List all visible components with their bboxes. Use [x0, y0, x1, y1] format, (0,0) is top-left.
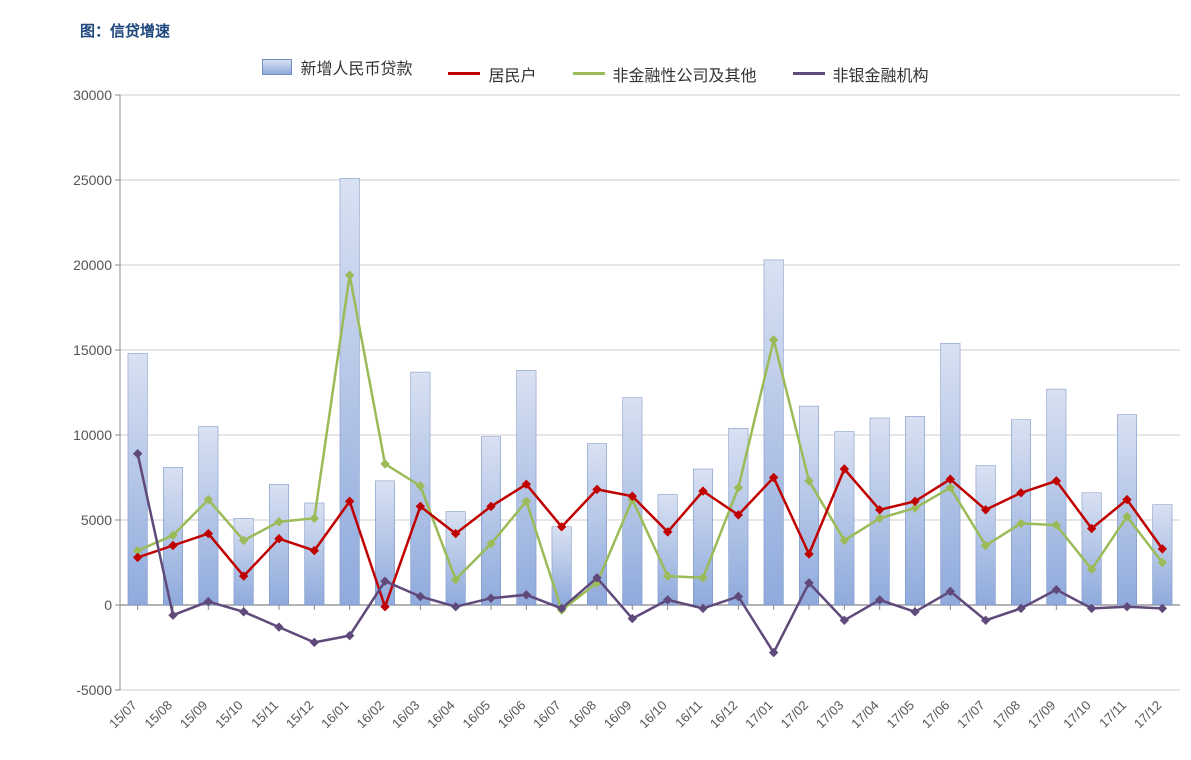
- svg-text:15/10: 15/10: [212, 698, 246, 732]
- data-bar: [764, 260, 783, 605]
- data-bar: [799, 406, 818, 605]
- line-nonbank-fin-marker: [1158, 604, 1166, 612]
- data-bar: [199, 427, 218, 606]
- svg-text:16/11: 16/11: [672, 698, 705, 731]
- svg-text:16/01: 16/01: [318, 698, 352, 732]
- svg-text:15/11: 15/11: [248, 698, 281, 731]
- svg-text:16/07: 16/07: [530, 698, 564, 732]
- data-bar: [1011, 420, 1030, 605]
- data-bar: [658, 495, 677, 606]
- legend-label: 新增人民币贷款: [300, 55, 412, 79]
- data-bar: [481, 437, 500, 605]
- svg-text:17/12: 17/12: [1131, 698, 1165, 732]
- svg-text:17/03: 17/03: [813, 698, 847, 732]
- line-nonbank-fin-marker: [240, 608, 248, 616]
- svg-text:15000: 15000: [73, 342, 112, 358]
- svg-text:16/09: 16/09: [601, 698, 635, 732]
- svg-text:17/01: 17/01: [742, 698, 776, 732]
- svg-text:17/10: 17/10: [1060, 698, 1094, 732]
- data-bar: [835, 432, 854, 605]
- svg-text:16/05: 16/05: [460, 698, 494, 732]
- svg-text:16/08: 16/08: [566, 698, 600, 732]
- chart-title: 图：信贷增速: [80, 20, 170, 41]
- legend-swatch: [793, 72, 825, 75]
- line-nonbank-fin-marker: [699, 604, 707, 612]
- svg-text:10000: 10000: [73, 427, 112, 443]
- chart-container: 图：信贷增速 新增人民币贷款 居民户 非金融性公司及其他 非银金融机构 -5000 0 5…: [0, 0, 1191, 758]
- svg-text:15/07: 15/07: [106, 698, 140, 732]
- svg-text:30000: 30000: [73, 87, 112, 103]
- data-bar: [340, 178, 359, 605]
- legend-label: 居民户: [488, 62, 536, 86]
- svg-text:0: 0: [104, 597, 112, 613]
- svg-text:16/12: 16/12: [707, 698, 741, 732]
- line-nonbank-fin-marker: [275, 623, 283, 631]
- data-bar: [1082, 493, 1101, 605]
- chart-legend: 新增人民币贷款 居民户 非金融性公司及其他 非银金融机构: [0, 55, 1191, 86]
- svg-text:-5000: -5000: [76, 682, 112, 698]
- legend-item: 非银金融机构: [793, 62, 929, 86]
- svg-text:20000: 20000: [73, 257, 112, 273]
- svg-text:17/02: 17/02: [778, 698, 812, 732]
- legend-label: 非金融性公司及其他: [613, 62, 757, 86]
- legend-item: 非金融性公司及其他: [573, 62, 757, 86]
- legend-swatch: [262, 59, 292, 75]
- legend-label: 非银金融机构: [833, 62, 929, 86]
- line-nonbank-fin: [138, 454, 1163, 653]
- svg-text:17/08: 17/08: [990, 698, 1024, 732]
- svg-text:15/12: 15/12: [283, 698, 317, 732]
- data-bar: [1047, 389, 1066, 605]
- line-nonfin-corp: [138, 275, 1163, 610]
- svg-text:16/10: 16/10: [636, 698, 670, 732]
- legend-item: 居民户: [448, 62, 536, 86]
- chart-plot: -5000 0 5000 10000 15000 20000 25000 30000 15/07…: [60, 85, 1191, 760]
- svg-text:16/02: 16/02: [354, 698, 388, 732]
- line-nonbank-fin-marker: [310, 638, 318, 646]
- svg-text:17/04: 17/04: [848, 698, 882, 732]
- legend-swatch: [448, 72, 480, 75]
- svg-text:16/04: 16/04: [424, 698, 458, 732]
- svg-text:17/11: 17/11: [1096, 698, 1129, 731]
- data-bar: [552, 527, 571, 605]
- svg-text:16/03: 16/03: [389, 698, 423, 732]
- legend-swatch: [573, 72, 605, 75]
- svg-text:17/09: 17/09: [1025, 698, 1059, 732]
- legend-item: 新增人民币贷款: [262, 55, 412, 79]
- svg-text:17/06: 17/06: [919, 698, 953, 732]
- svg-text:17/05: 17/05: [884, 698, 918, 732]
- svg-text:16/06: 16/06: [495, 698, 529, 732]
- svg-text:17/07: 17/07: [954, 698, 988, 732]
- svg-text:5000: 5000: [81, 512, 112, 528]
- svg-text:15/08: 15/08: [142, 698, 176, 732]
- line-nonbank-fin-marker: [169, 611, 177, 619]
- svg-text:15/09: 15/09: [177, 698, 211, 732]
- svg-text:25000: 25000: [73, 172, 112, 188]
- data-bar: [941, 343, 960, 605]
